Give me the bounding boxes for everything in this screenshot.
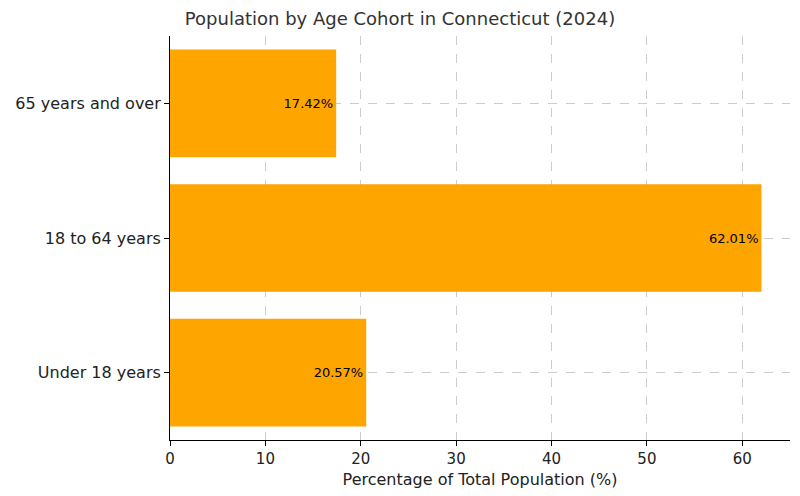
svg-text:20: 20	[351, 450, 370, 468]
svg-text:65 years and over: 65 years and over	[15, 94, 161, 113]
svg-text:60: 60	[733, 450, 752, 468]
svg-text:0: 0	[165, 450, 175, 468]
svg-text:Under 18 years: Under 18 years	[38, 363, 161, 382]
svg-text:Population by Age Cohort in Co: Population by Age Cohort in Connecticut …	[185, 8, 615, 29]
svg-text:30: 30	[447, 450, 466, 468]
svg-text:Percentage of Total Population: Percentage of Total Population (%)	[343, 470, 618, 489]
svg-text:62.01%: 62.01%	[709, 231, 759, 246]
svg-text:50: 50	[637, 450, 656, 468]
svg-text:40: 40	[542, 450, 561, 468]
svg-text:10: 10	[256, 450, 275, 468]
svg-text:17.42%: 17.42%	[284, 96, 334, 111]
svg-text:20.57%: 20.57%	[314, 365, 364, 380]
svg-text:18 to 64 years: 18 to 64 years	[45, 229, 161, 248]
